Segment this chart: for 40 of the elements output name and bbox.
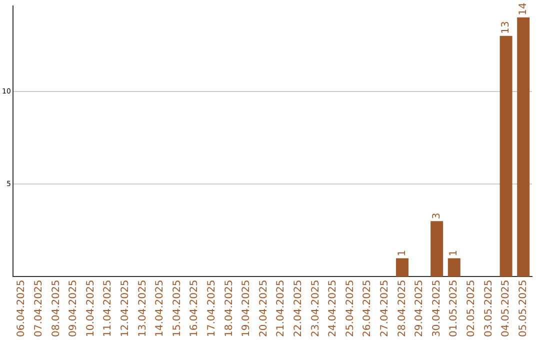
x-tick-label: 01.05.2025	[448, 280, 460, 338]
x-tick-label: 08.04.2025	[50, 280, 62, 338]
x-tick-label: 16.04.2025	[189, 280, 200, 338]
x-tick-label: 12.04.2025	[120, 280, 131, 338]
x-tick-label: 06.04.2025	[16, 280, 28, 338]
bar	[430, 221, 444, 277]
x-tick-label: 19.04.2025	[241, 280, 252, 338]
x-tick-label: 11.04.2025	[102, 280, 114, 338]
x-tick-label: 30.04.2025	[431, 280, 442, 338]
x-tick-label: 09.04.2025	[68, 280, 80, 338]
x-tick-label: 22.04.2025	[293, 280, 304, 338]
data-label: 14	[518, 2, 529, 16]
data-label: 1	[448, 250, 460, 256]
x-tick-label: 20.04.2025	[258, 280, 270, 338]
x-tick-label: 15.04.2025	[172, 280, 183, 338]
data-label: 3	[431, 212, 442, 220]
x-tick-label: 17.04.2025	[206, 280, 218, 338]
x-tick-label: 13.04.2025	[137, 280, 148, 338]
bar	[500, 36, 512, 277]
x-tick-label: 14.04.2025	[154, 280, 166, 338]
bar	[448, 258, 460, 277]
x-tick-label: 21.04.2025	[276, 280, 287, 338]
bar	[396, 258, 408, 277]
x-tick-label: 29.04.2025	[414, 280, 426, 338]
x-tick-label: 02.05.2025	[466, 280, 478, 338]
x-tick-label: 10.04.2025	[85, 280, 96, 338]
x-tick-label: 18.04.2025	[224, 280, 235, 338]
bar	[517, 17, 530, 277]
x-tick-label: 28.04.2025	[396, 280, 408, 338]
x-tick-label: 03.05.2025	[483, 280, 494, 338]
x-tick-label: 04.05.2025	[500, 280, 512, 338]
x-tick-label: 27.04.2025	[380, 280, 391, 338]
x-tick-label: 25.04.2025	[344, 280, 356, 338]
x-tick-label: 07.04.2025	[33, 280, 44, 338]
data-label: 13	[500, 21, 512, 34]
x-tick-label: 05.05.2025	[518, 280, 529, 338]
x-tick-label: 23.04.2025	[310, 280, 322, 338]
x-tick-label: 24.04.2025	[328, 280, 339, 338]
x-tick-label: 26.04.2025	[362, 280, 374, 338]
data-label: 1	[396, 250, 408, 256]
